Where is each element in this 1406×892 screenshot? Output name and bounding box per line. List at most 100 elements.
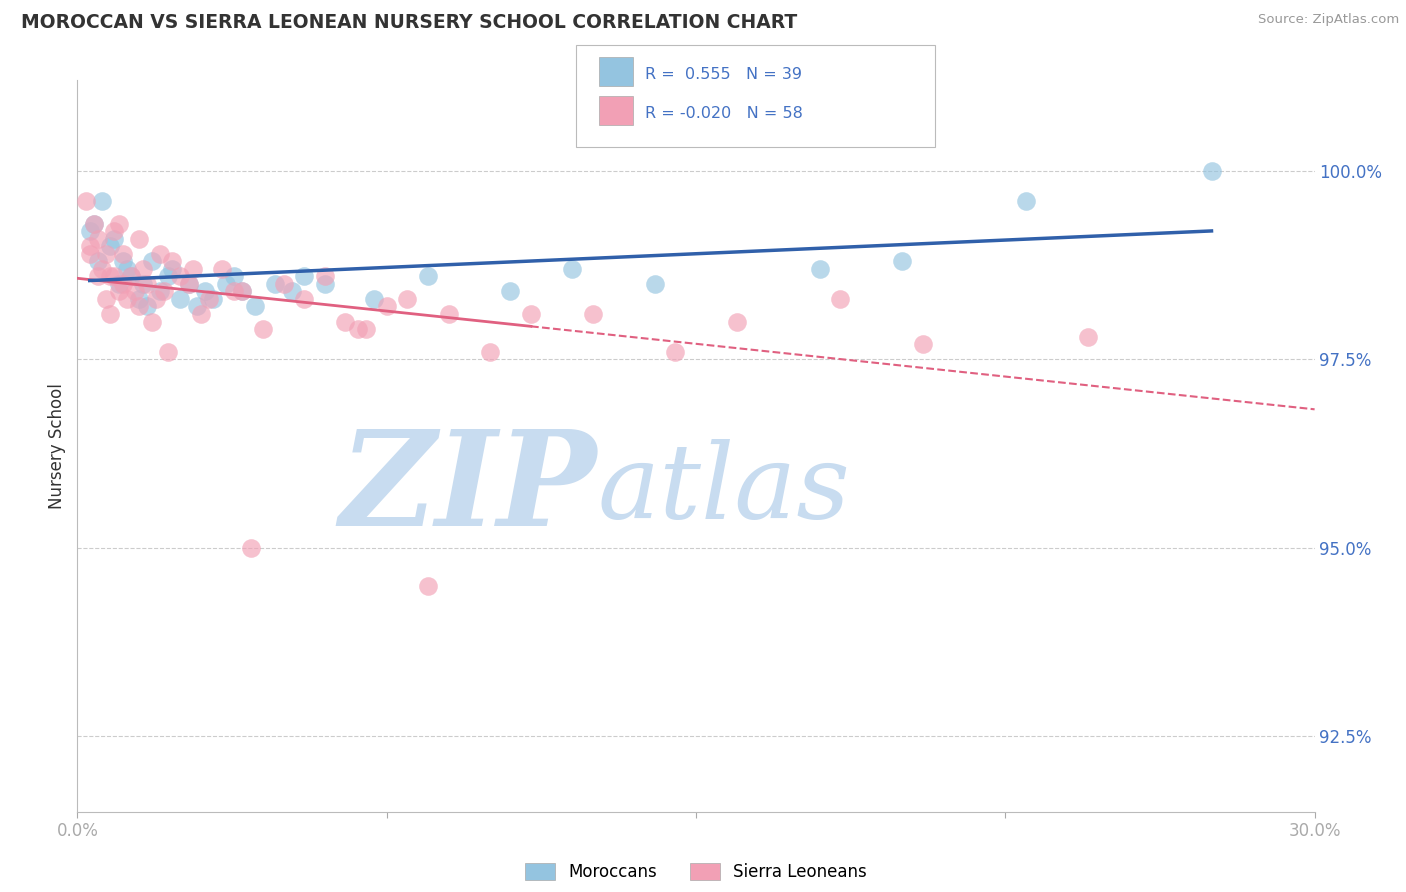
Point bbox=[911, 337, 934, 351]
Point bbox=[87, 254, 110, 268]
Point bbox=[478, 344, 501, 359]
Point bbox=[98, 239, 121, 253]
Point bbox=[132, 277, 155, 291]
Point bbox=[396, 292, 419, 306]
Point bbox=[177, 277, 200, 291]
Point bbox=[83, 217, 105, 231]
Point bbox=[132, 261, 155, 276]
Point bbox=[177, 277, 200, 291]
Point bbox=[181, 261, 204, 276]
Point bbox=[79, 239, 101, 253]
Point bbox=[335, 315, 357, 329]
Point bbox=[128, 300, 150, 314]
Point bbox=[292, 269, 315, 284]
Point bbox=[141, 254, 163, 268]
Point bbox=[87, 269, 110, 284]
Point bbox=[582, 307, 605, 321]
Point bbox=[103, 224, 125, 238]
Point bbox=[160, 261, 183, 276]
Point bbox=[186, 300, 208, 314]
Text: R =  0.555   N = 39: R = 0.555 N = 39 bbox=[645, 67, 803, 81]
Point bbox=[292, 292, 315, 306]
Point bbox=[145, 292, 167, 306]
Point bbox=[222, 269, 245, 284]
Point bbox=[169, 269, 191, 284]
Point bbox=[664, 344, 686, 359]
Point bbox=[215, 277, 238, 291]
Point bbox=[124, 285, 146, 299]
Point bbox=[222, 285, 245, 299]
Point bbox=[115, 292, 138, 306]
Point bbox=[96, 246, 118, 260]
Point bbox=[239, 541, 262, 555]
Point bbox=[169, 292, 191, 306]
Point bbox=[111, 254, 134, 268]
Point bbox=[375, 300, 398, 314]
Point bbox=[120, 269, 142, 284]
Point bbox=[107, 277, 129, 291]
Point bbox=[153, 285, 176, 299]
Point bbox=[194, 285, 217, 299]
Y-axis label: Nursery School: Nursery School bbox=[48, 383, 66, 509]
Point bbox=[231, 285, 253, 299]
Point bbox=[115, 261, 138, 276]
Text: Source: ZipAtlas.com: Source: ZipAtlas.com bbox=[1258, 13, 1399, 27]
Point bbox=[103, 269, 125, 284]
Point bbox=[211, 261, 233, 276]
Point bbox=[103, 232, 125, 246]
Point bbox=[830, 292, 852, 306]
Legend: Moroccans, Sierra Leoneans: Moroccans, Sierra Leoneans bbox=[517, 856, 875, 888]
Point bbox=[644, 277, 666, 291]
Point bbox=[561, 261, 583, 276]
Point bbox=[79, 246, 101, 260]
Point bbox=[157, 344, 180, 359]
Point bbox=[437, 307, 460, 321]
Point bbox=[363, 292, 385, 306]
Point bbox=[499, 285, 522, 299]
Point bbox=[1015, 194, 1038, 208]
Point bbox=[891, 254, 914, 268]
Point bbox=[136, 277, 159, 291]
Point bbox=[98, 307, 121, 321]
Point bbox=[79, 224, 101, 238]
Point bbox=[128, 292, 150, 306]
Point bbox=[520, 307, 543, 321]
Point bbox=[128, 232, 150, 246]
Point bbox=[75, 194, 97, 208]
Point bbox=[120, 269, 142, 284]
Point bbox=[1201, 163, 1223, 178]
Point bbox=[808, 261, 831, 276]
Point bbox=[314, 269, 336, 284]
Point bbox=[107, 217, 129, 231]
Text: ZIP: ZIP bbox=[340, 425, 598, 555]
Point bbox=[141, 315, 163, 329]
Point bbox=[111, 277, 134, 291]
Point bbox=[149, 246, 172, 260]
Point bbox=[190, 307, 212, 321]
Point bbox=[107, 285, 129, 299]
Point bbox=[98, 269, 121, 284]
Point bbox=[273, 277, 295, 291]
Point bbox=[136, 300, 159, 314]
Point bbox=[157, 269, 180, 284]
Point bbox=[202, 292, 225, 306]
Point bbox=[264, 277, 287, 291]
Point bbox=[87, 232, 110, 246]
Point bbox=[231, 285, 253, 299]
Point bbox=[160, 254, 183, 268]
Point bbox=[243, 300, 266, 314]
Point bbox=[83, 217, 105, 231]
Point bbox=[111, 246, 134, 260]
Point bbox=[314, 277, 336, 291]
Text: MOROCCAN VS SIERRA LEONEAN NURSERY SCHOOL CORRELATION CHART: MOROCCAN VS SIERRA LEONEAN NURSERY SCHOO… bbox=[21, 13, 797, 32]
Point bbox=[149, 285, 172, 299]
Point bbox=[1077, 329, 1099, 343]
Point bbox=[725, 315, 748, 329]
Point bbox=[252, 322, 274, 336]
Point bbox=[198, 292, 221, 306]
Text: R = -0.020   N = 58: R = -0.020 N = 58 bbox=[645, 106, 803, 120]
Text: atlas: atlas bbox=[598, 439, 849, 541]
Point bbox=[91, 261, 114, 276]
Point bbox=[354, 322, 377, 336]
Point bbox=[416, 269, 439, 284]
